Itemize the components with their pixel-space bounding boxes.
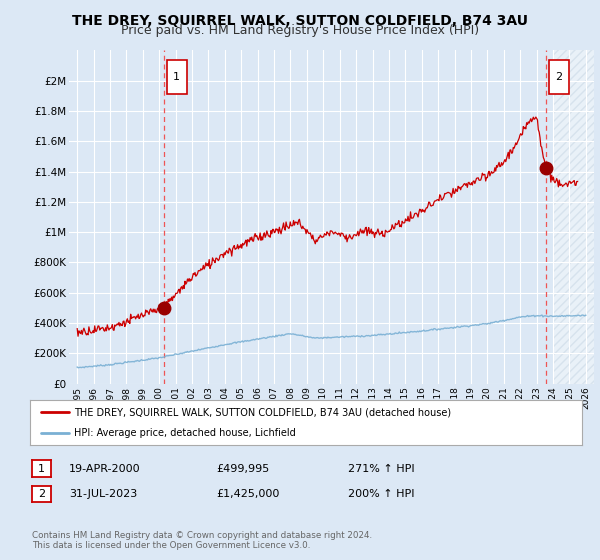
Text: THE DREY, SQUIRREL WALK, SUTTON COLDFIELD, B74 3AU: THE DREY, SQUIRREL WALK, SUTTON COLDFIEL… (72, 14, 528, 28)
Text: 19-APR-2000: 19-APR-2000 (69, 464, 140, 474)
FancyBboxPatch shape (549, 60, 569, 94)
Text: 1: 1 (38, 464, 45, 474)
Text: 200% ↑ HPI: 200% ↑ HPI (348, 489, 415, 499)
Text: £499,995: £499,995 (216, 464, 269, 474)
Text: HPI: Average price, detached house, Lichfield: HPI: Average price, detached house, Lich… (74, 428, 296, 438)
Text: 271% ↑ HPI: 271% ↑ HPI (348, 464, 415, 474)
Text: Contains HM Land Registry data © Crown copyright and database right 2024.
This d: Contains HM Land Registry data © Crown c… (32, 530, 372, 550)
Text: 31-JUL-2023: 31-JUL-2023 (69, 489, 137, 499)
Text: 2: 2 (38, 489, 45, 499)
Text: £1,425,000: £1,425,000 (216, 489, 280, 499)
Text: 1: 1 (173, 72, 180, 82)
FancyBboxPatch shape (167, 60, 187, 94)
Text: 2: 2 (555, 72, 562, 82)
Text: THE DREY, SQUIRREL WALK, SUTTON COLDFIELD, B74 3AU (detached house): THE DREY, SQUIRREL WALK, SUTTON COLDFIEL… (74, 408, 451, 418)
Text: Price paid vs. HM Land Registry's House Price Index (HPI): Price paid vs. HM Land Registry's House … (121, 24, 479, 37)
